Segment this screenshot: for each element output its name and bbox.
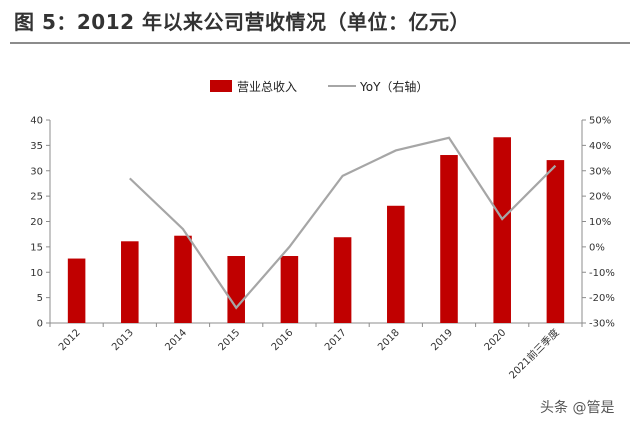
bar-2015 (227, 256, 245, 323)
bar-2016 (280, 256, 299, 323)
x-tick-labels: 2012 2013 2014 2015 2016 2017 2018 2019 2020 2021… (57, 326, 562, 381)
y-left-tick-label: 30 (30, 166, 43, 177)
yoy-line-series (129, 136, 557, 310)
legend: 营业总收入 YoY（右轴） (210, 79, 428, 94)
y-right-tick-label: 20% (589, 192, 611, 203)
y-left-tick-label: 35 (30, 141, 43, 152)
bar-2018 (387, 205, 405, 323)
bar-2017 (333, 237, 352, 323)
legend-line-label: YoY（右轴） (359, 79, 428, 94)
x-tick-label: 2018 (376, 327, 402, 353)
y-right-tick-label: 30% (589, 166, 611, 177)
y-right-tick-label: -30% (589, 319, 615, 330)
y-right-tick-label: 50% (589, 116, 611, 127)
x-tick-label: 2019 (429, 327, 455, 353)
x-tick-label: 2015 (217, 327, 243, 353)
x-tick-label: 2017 (323, 327, 349, 353)
bar-2020 (493, 137, 511, 323)
y-left-tick-label: 15 (30, 242, 43, 253)
x-tick-label: 2012 (57, 327, 83, 353)
y-left-tick-label: 10 (30, 268, 43, 279)
bar-2014 (174, 235, 192, 323)
axes: 0 5 10 15 20 25 30 35 40 -30% -20% -10% 0% 10% 20% 30% 4… (30, 116, 615, 330)
bar-2012 (67, 258, 86, 323)
bar-series (67, 137, 565, 323)
y-left-tick-label: 25 (30, 192, 43, 203)
x-tick-label: 2013 (110, 327, 136, 353)
x-tick-label: 2014 (163, 327, 189, 353)
legend-bar-swatch (210, 80, 232, 92)
y-left-tick-label: 20 (30, 217, 43, 228)
y-right-tick-label: 0% (589, 242, 605, 253)
title-divider (10, 42, 630, 44)
y-right-tick-label: 10% (589, 217, 611, 228)
x-tick-label: 2021前三季度 (506, 326, 561, 381)
bar-2013 (121, 241, 139, 323)
legend-bar-label: 营业总收入 (237, 80, 297, 94)
figure-title: 图 5：2012 年以来公司营收情况（单位：亿元） (14, 10, 471, 34)
y-right-tick-label: -10% (589, 268, 615, 279)
watermark: 头条 @管是 (540, 400, 615, 416)
x-tick-label: 2016 (270, 327, 296, 353)
y-right-tick-label: -20% (589, 293, 615, 304)
y-right-tick-label: 40% (589, 141, 611, 152)
y-left-tick-label: 40 (30, 116, 43, 127)
y-left-tick-label: 0 (37, 319, 43, 330)
bar-2019 (440, 155, 458, 323)
y-left-tick-label: 5 (37, 293, 43, 304)
x-tick-label: 2020 (483, 327, 509, 353)
bar-2021前三季度 (546, 160, 565, 323)
